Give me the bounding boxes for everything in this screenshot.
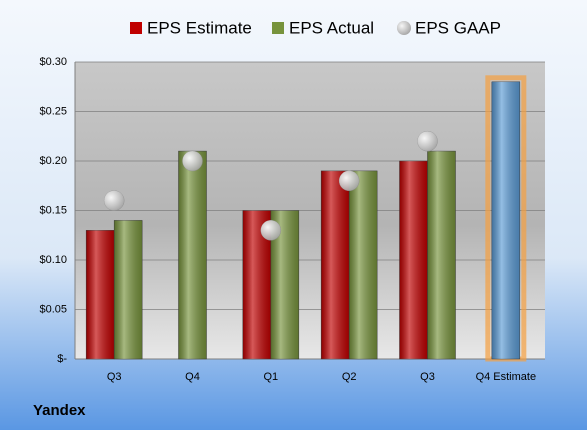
bar-shine <box>86 230 115 359</box>
legend-label: EPS Actual <box>289 18 374 37</box>
x-tick-label: Q4 Estimate <box>476 371 537 383</box>
y-tick-label: $- <box>57 353 67 365</box>
y-tick-label: $0.30 <box>39 56 67 68</box>
legend-label: EPS Estimate <box>147 18 252 37</box>
y-tick-label: $0.10 <box>39 254 67 266</box>
bar-shine <box>349 170 378 359</box>
legend-swatch <box>130 22 142 34</box>
legend-swatch <box>272 22 284 34</box>
x-tick-label: Q4 <box>185 371 200 383</box>
legend-label: EPS GAAP <box>415 18 501 37</box>
x-tick-label: Q3 <box>107 371 122 383</box>
bar-shine <box>321 170 350 359</box>
marker-shine <box>339 170 360 191</box>
marker-shine <box>182 151 203 171</box>
bar-shine <box>178 151 207 359</box>
marker-shine <box>417 131 438 152</box>
bar-shine <box>114 220 143 359</box>
marker-shine <box>104 190 125 211</box>
legend-swatch-shine <box>397 21 411 35</box>
x-tick-label: Q2 <box>342 371 357 383</box>
x-tick-label: Q1 <box>263 371 278 383</box>
marker-shine <box>260 220 281 241</box>
bar-shine <box>427 151 456 359</box>
y-tick-label: $0.25 <box>39 105 67 117</box>
x-tick-label: Q3 <box>420 371 435 383</box>
bar-shine <box>399 161 428 359</box>
bar-shine <box>491 81 520 360</box>
chart-title: Yandex <box>33 402 86 419</box>
y-tick-label: $0.20 <box>39 155 67 167</box>
y-tick-label: $0.15 <box>39 204 67 216</box>
y-tick-label: $0.05 <box>39 303 67 315</box>
